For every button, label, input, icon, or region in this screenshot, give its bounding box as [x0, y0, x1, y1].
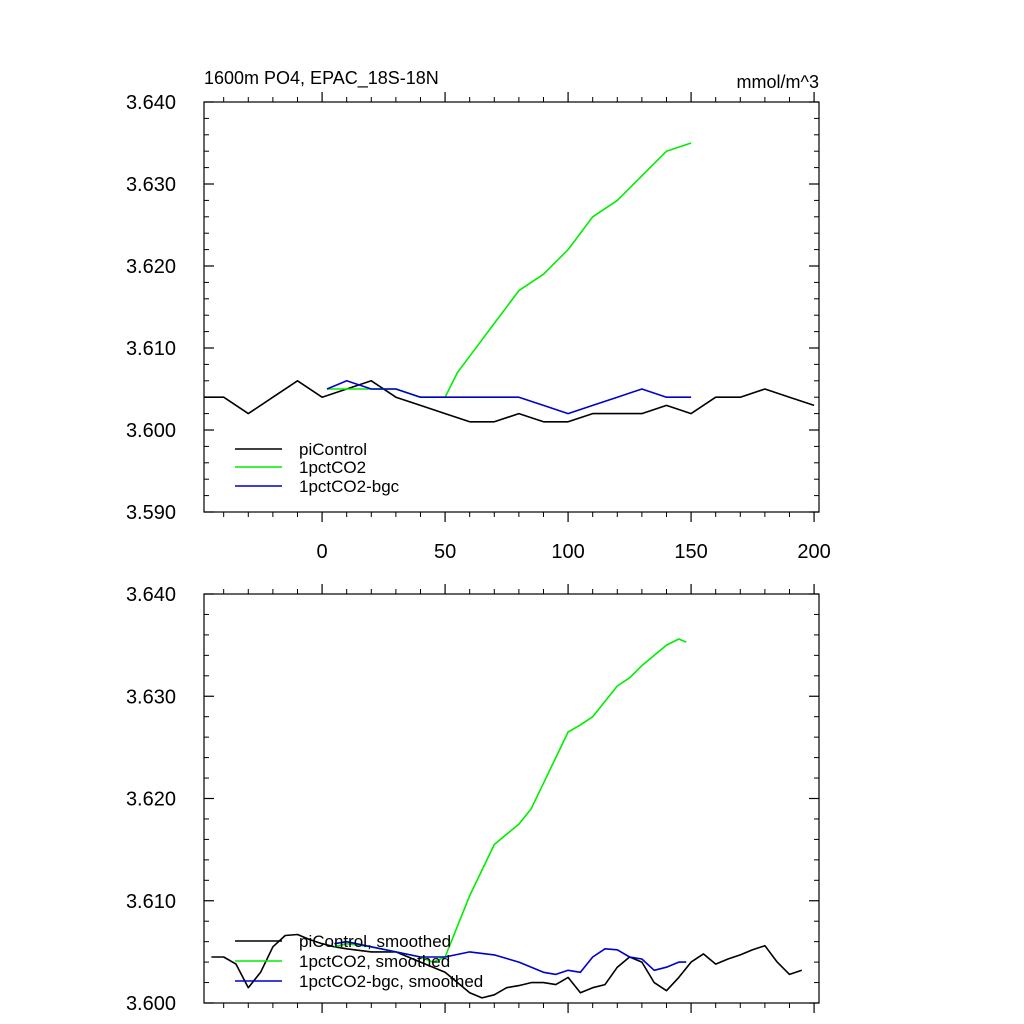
y-tick-label: 3.620 — [126, 789, 176, 811]
series-line-1pctco2 — [327, 142, 692, 399]
chart-title: 1600m PO4, EPAC_18S-18N — [204, 68, 439, 89]
x-tick-label: 0 — [317, 541, 328, 563]
legend-label: 1pctCO2-bgc, smoothed — [299, 972, 483, 991]
series-line-picontrol — [204, 379, 815, 423]
y-tick-label: 3.630 — [126, 174, 176, 196]
legend-label: 1pctCO2, smoothed — [299, 952, 450, 971]
y-tick-label: 3.600 — [126, 420, 176, 442]
plot-frame — [203, 593, 820, 1004]
x-tick-label: 150 — [674, 541, 707, 563]
legend-label: piControl, smoothed — [299, 932, 451, 951]
y-tick-label: 3.610 — [126, 891, 176, 913]
y-tick-label: 3.590 — [126, 502, 176, 524]
series-line-1pctco2-smoothed — [334, 638, 687, 963]
y-tick-label: 3.640 — [126, 584, 176, 606]
y-tick-label: 3.600 — [126, 993, 176, 1015]
series-line-1pctco2-bgc-smoothed — [334, 940, 687, 976]
x-tick-label: 200 — [797, 541, 830, 563]
series-line-1pctco2-bgc — [326, 379, 692, 415]
series-line-picontrol-smoothed — [211, 933, 803, 999]
y-tick-label: 3.630 — [126, 686, 176, 708]
panel-bottom: 3.600 3.610 3.620 3.630 3.640 piControl, smoo… — [126, 584, 820, 1015]
legend-label: 1pctCO2 — [299, 458, 366, 477]
x-tick-label: 50 — [434, 541, 456, 563]
y-tick-label: 3.640 — [126, 92, 176, 114]
panel-top: 0 50 100 150 200 3.590 3.600 3.610 3.620 3.630 3.6… — [126, 68, 831, 563]
y-tick-label: 3.620 — [126, 256, 176, 278]
units-label: mmol/m^3 — [737, 72, 819, 92]
y-tick-label: 3.610 — [126, 338, 176, 360]
legend-label: piControl — [299, 440, 367, 459]
plot-frame — [203, 101, 820, 513]
x-tick-label: 100 — [551, 541, 584, 563]
legend-label: 1pctCO2-bgc — [299, 477, 400, 496]
